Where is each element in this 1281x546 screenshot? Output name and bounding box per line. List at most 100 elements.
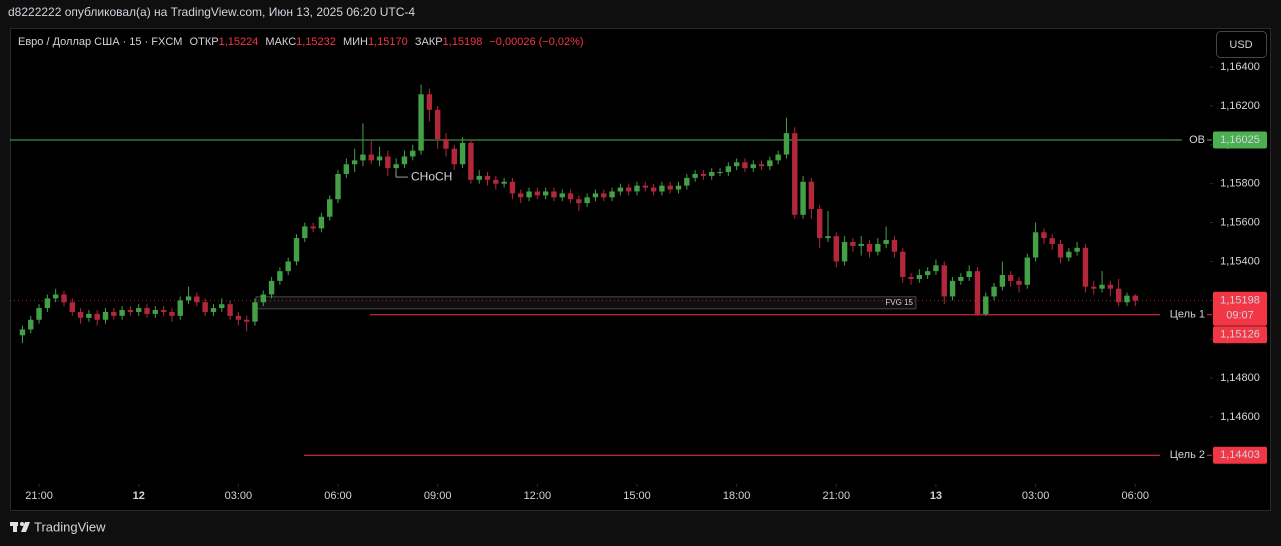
candle-body [684, 177, 690, 186]
candle-body [19, 329, 26, 336]
legend-change: −0,00026 (−0,02%) [489, 36, 583, 48]
candle-body [252, 302, 258, 322]
candle-body [559, 193, 565, 198]
candle-body [169, 311, 175, 316]
candle-body [650, 187, 657, 192]
candle-body [302, 226, 308, 239]
candle-body [401, 156, 408, 165]
x-tick-label: 21:00 [25, 490, 53, 502]
x-tick-label: 06:00 [324, 490, 352, 502]
last-price-label: 1,15198 [1220, 295, 1260, 307]
candle-body [227, 304, 233, 316]
candle-body [542, 191, 549, 196]
candle-body [177, 300, 183, 316]
y-tick-label: 1,16200 [1220, 100, 1260, 112]
candle-body [44, 298, 51, 309]
candle-body [709, 172, 715, 176]
candle-body [1049, 238, 1055, 244]
candle-body [1066, 251, 1072, 258]
candle-body [1115, 288, 1122, 303]
candle-body [385, 156, 391, 169]
legend-high: 1,15232 [296, 36, 336, 48]
candle-body [202, 302, 208, 312]
candle-body [285, 261, 291, 272]
candle-body [875, 243, 881, 252]
x-tick-label: 13 [930, 490, 942, 502]
candle-body [1091, 286, 1097, 289]
candle-body [268, 280, 275, 295]
candle-body [119, 310, 125, 316]
candle-body [750, 164, 756, 169]
candle-body [966, 271, 972, 277]
candle-body [1016, 280, 1022, 285]
legend-close: 1,15198 [443, 36, 483, 48]
level-tag [1213, 131, 1267, 149]
legend-open-label: ОТКР [190, 36, 219, 48]
tv-logo [10, 522, 30, 532]
candle-body [327, 199, 333, 217]
candle-body [293, 238, 300, 262]
candle-body [933, 265, 939, 272]
fvg-label: FVG 15 [885, 298, 913, 307]
candle-body [376, 156, 383, 161]
candle-body [941, 265, 947, 297]
candle-body [210, 308, 217, 312]
candle-body [725, 166, 732, 173]
candle-body [1099, 284, 1105, 289]
candle-body [617, 187, 624, 192]
candle-body [983, 296, 989, 314]
candle-body [343, 164, 350, 174]
currency-button[interactable] [1216, 31, 1267, 58]
candle-body [534, 191, 541, 196]
candle-body [584, 197, 590, 204]
candle-body [576, 199, 582, 204]
legend-symbol: Евро / Доллар США · 15 · FXCM [18, 36, 182, 48]
candle-body [891, 240, 898, 252]
candle-body [235, 315, 242, 320]
candle-body [185, 296, 192, 301]
y-tick-label: 1,15400 [1220, 255, 1260, 267]
candle-body [1024, 257, 1030, 285]
candle-body [335, 173, 341, 200]
price-axis: 1,164001,162001,160001,158001,156001,154… [1210, 61, 1267, 464]
candle-body [219, 304, 225, 309]
fvg-box [255, 296, 917, 310]
candle-body [567, 193, 574, 200]
candle-body [443, 138, 449, 149]
candle-body [924, 271, 931, 276]
brand: TradingView [34, 519, 106, 534]
candle-body [1041, 232, 1047, 239]
candle-body [509, 181, 516, 194]
candle-body [1132, 295, 1138, 301]
level-name: Цель 2 [1170, 449, 1205, 461]
candle-body [77, 311, 84, 318]
candle-body [949, 280, 956, 297]
candle-body [816, 208, 823, 239]
level-tag [1213, 446, 1267, 464]
candle-body [360, 154, 366, 161]
x-tick-label: 09:00 [424, 490, 452, 502]
candle-body [634, 185, 640, 192]
candle-body [601, 193, 607, 198]
candle-body [551, 191, 557, 198]
y-tick-label: 1,16400 [1220, 61, 1260, 73]
candle-body [260, 294, 266, 303]
level-tag-label: 1,15126 [1220, 329, 1260, 341]
publish-info: d8222222 опубликовал(а) на TradingView.c… [8, 5, 415, 19]
candle-body [916, 275, 923, 279]
candle-body [800, 181, 806, 215]
candle-body [194, 296, 200, 303]
level-name: OB [1189, 134, 1205, 146]
candle-body [152, 310, 159, 314]
x-tick-label: 12:00 [524, 490, 552, 502]
candle-body [410, 150, 416, 157]
legend-high-label: МАКС [265, 36, 296, 48]
candle-body [833, 236, 839, 262]
currency-label[interactable]: USD [1229, 39, 1252, 51]
candle-body [277, 271, 283, 281]
candle-body [393, 164, 399, 169]
candle-body [733, 162, 740, 167]
x-tick-label: 06:00 [1121, 490, 1149, 502]
candle-body [700, 173, 707, 176]
